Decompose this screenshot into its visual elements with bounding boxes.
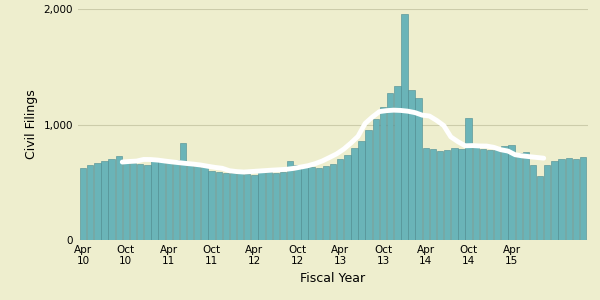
Bar xyxy=(330,164,336,240)
Bar xyxy=(173,160,179,240)
Bar xyxy=(430,149,436,240)
Bar xyxy=(523,152,529,240)
Bar xyxy=(237,172,244,240)
Bar xyxy=(401,14,407,240)
Bar xyxy=(344,154,350,240)
Bar xyxy=(437,151,443,240)
Bar xyxy=(337,159,343,240)
Bar xyxy=(223,173,229,240)
Bar xyxy=(394,86,401,240)
Bar xyxy=(515,153,522,240)
Bar xyxy=(373,119,379,240)
Bar xyxy=(265,172,272,240)
Bar xyxy=(244,174,251,240)
Bar xyxy=(158,159,165,240)
Bar xyxy=(301,166,308,240)
Bar xyxy=(501,146,508,240)
Bar xyxy=(308,167,315,240)
Bar xyxy=(415,98,422,240)
Bar xyxy=(180,143,186,240)
Bar xyxy=(151,161,158,240)
Bar xyxy=(580,157,586,240)
Bar xyxy=(358,141,365,240)
Bar xyxy=(530,165,536,240)
Bar xyxy=(230,173,236,240)
Bar xyxy=(115,156,122,240)
Bar xyxy=(365,130,372,240)
Bar xyxy=(194,166,200,240)
Bar xyxy=(466,118,472,240)
Bar xyxy=(122,160,129,240)
Bar xyxy=(215,172,222,240)
Bar xyxy=(272,173,279,240)
Bar xyxy=(94,163,101,240)
Bar xyxy=(259,171,265,240)
Bar xyxy=(201,167,208,240)
Bar xyxy=(566,158,572,240)
Bar xyxy=(351,148,358,240)
Bar xyxy=(294,165,301,240)
Bar xyxy=(480,149,486,240)
Bar xyxy=(451,148,458,240)
Y-axis label: Civil Filings: Civil Filings xyxy=(25,90,38,159)
Bar xyxy=(316,168,322,240)
X-axis label: Fiscal Year: Fiscal Year xyxy=(301,272,365,285)
Bar xyxy=(473,145,479,240)
Bar xyxy=(80,168,86,240)
Bar xyxy=(109,159,115,240)
Bar xyxy=(144,165,151,240)
Bar xyxy=(251,175,257,240)
Bar xyxy=(572,159,579,240)
Bar xyxy=(422,148,429,240)
Bar xyxy=(409,90,415,240)
Bar xyxy=(187,163,193,240)
Bar xyxy=(551,161,557,240)
Bar xyxy=(508,145,515,240)
Bar xyxy=(101,161,107,240)
Bar xyxy=(537,176,544,240)
Bar xyxy=(130,163,136,240)
Bar xyxy=(137,164,143,240)
Bar xyxy=(208,171,215,240)
Bar xyxy=(487,150,493,240)
Bar xyxy=(287,161,293,240)
Bar xyxy=(444,150,451,240)
Bar xyxy=(380,107,386,240)
Bar xyxy=(458,149,465,240)
Bar xyxy=(323,166,329,240)
Bar xyxy=(387,93,394,240)
Bar xyxy=(166,161,172,240)
Bar xyxy=(280,172,286,240)
Bar xyxy=(544,165,550,240)
Bar xyxy=(494,148,500,240)
Bar xyxy=(559,159,565,240)
Bar xyxy=(87,165,94,240)
